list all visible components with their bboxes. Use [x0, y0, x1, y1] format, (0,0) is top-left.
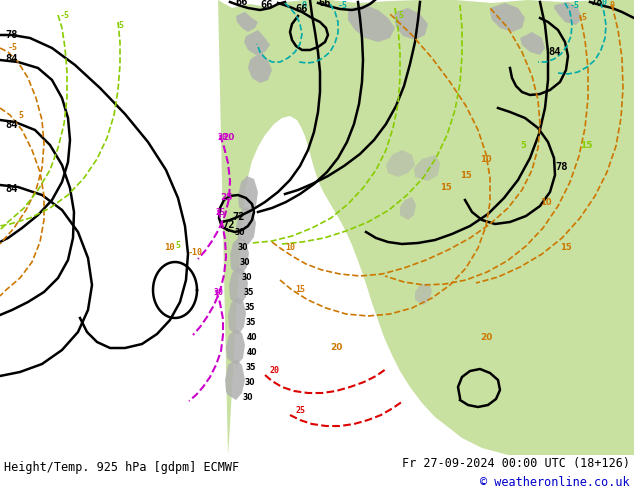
Text: 0: 0 [302, 1, 307, 10]
Text: 0: 0 [602, 0, 607, 7]
Text: 10: 10 [480, 155, 491, 164]
Text: 66: 66 [260, 0, 273, 10]
Text: 30: 30 [245, 378, 256, 387]
Polygon shape [520, 32, 545, 55]
Polygon shape [248, 52, 272, 83]
Text: 20: 20 [330, 343, 342, 352]
Polygon shape [229, 267, 248, 305]
Text: 5: 5 [175, 241, 180, 250]
Text: 35: 35 [246, 363, 256, 372]
Text: 72: 72 [232, 212, 245, 222]
Text: -10: -10 [188, 248, 203, 257]
Text: 20: 20 [480, 333, 493, 342]
Text: -5: -5 [8, 43, 18, 52]
Text: 84: 84 [548, 47, 560, 57]
Text: 20: 20 [218, 133, 228, 142]
Text: 35: 35 [246, 318, 256, 327]
Text: 20: 20 [222, 133, 235, 142]
Text: 84: 84 [5, 54, 18, 64]
Text: 15: 15 [440, 183, 452, 192]
Text: 30: 30 [243, 393, 254, 402]
Text: 84: 84 [5, 184, 18, 194]
Text: 84: 84 [5, 120, 18, 130]
Text: 30: 30 [242, 273, 252, 282]
Polygon shape [394, 8, 428, 40]
Polygon shape [226, 329, 245, 365]
Text: 25: 25 [220, 193, 233, 202]
Text: 35: 35 [244, 288, 254, 297]
Polygon shape [415, 283, 432, 305]
Text: 66: 66 [235, 0, 247, 7]
Text: Height/Temp. 925 hPa [gdpm] ECMWF: Height/Temp. 925 hPa [gdpm] ECMWF [4, 461, 239, 474]
Text: -5: -5 [60, 11, 70, 20]
Polygon shape [218, 0, 634, 455]
Text: 10: 10 [540, 198, 552, 207]
Polygon shape [236, 207, 256, 245]
Text: -5: -5 [578, 13, 588, 22]
Text: 25: 25 [295, 406, 305, 415]
Polygon shape [554, 2, 582, 25]
Text: 66: 66 [318, 0, 330, 8]
Polygon shape [230, 237, 249, 275]
Polygon shape [236, 12, 258, 32]
Text: 30: 30 [235, 228, 245, 237]
Text: 25: 25 [215, 208, 225, 217]
Polygon shape [244, 30, 270, 55]
Text: 15: 15 [295, 285, 305, 294]
Text: -5: -5 [338, 1, 348, 10]
Polygon shape [414, 155, 440, 181]
Text: 5: 5 [398, 11, 403, 20]
Polygon shape [238, 176, 258, 214]
Text: 20: 20 [270, 366, 280, 375]
Polygon shape [228, 297, 246, 335]
Text: 66: 66 [295, 4, 307, 14]
Text: 10: 10 [164, 243, 175, 252]
Text: 40: 40 [247, 333, 257, 342]
Text: 10: 10 [285, 243, 295, 252]
Text: 15: 15 [460, 171, 472, 180]
Text: 30: 30 [240, 258, 250, 267]
Text: -5: -5 [570, 1, 580, 10]
Text: 15: 15 [560, 243, 572, 252]
Text: 35: 35 [245, 303, 256, 312]
Text: 0: 0 [610, 1, 615, 10]
Text: 78: 78 [590, 0, 602, 7]
Text: 30: 30 [214, 288, 224, 297]
Text: © weatheronline.co.uk: © weatheronline.co.uk [481, 476, 630, 489]
Text: 40: 40 [247, 348, 257, 357]
Text: 78: 78 [555, 162, 567, 172]
Polygon shape [348, 5, 395, 42]
Polygon shape [490, 3, 525, 32]
Polygon shape [386, 150, 415, 177]
Text: 78: 78 [5, 30, 18, 40]
Text: 5: 5 [520, 141, 526, 150]
Text: 15: 15 [580, 141, 593, 150]
Text: 5: 5 [18, 111, 23, 120]
Text: Fr 27-09-2024 00:00 UTC (18+126): Fr 27-09-2024 00:00 UTC (18+126) [402, 457, 630, 470]
Text: 5: 5 [118, 21, 123, 30]
Polygon shape [400, 197, 416, 220]
Text: 72: 72 [222, 220, 235, 230]
Polygon shape [225, 359, 245, 400]
Text: 30: 30 [238, 243, 249, 252]
